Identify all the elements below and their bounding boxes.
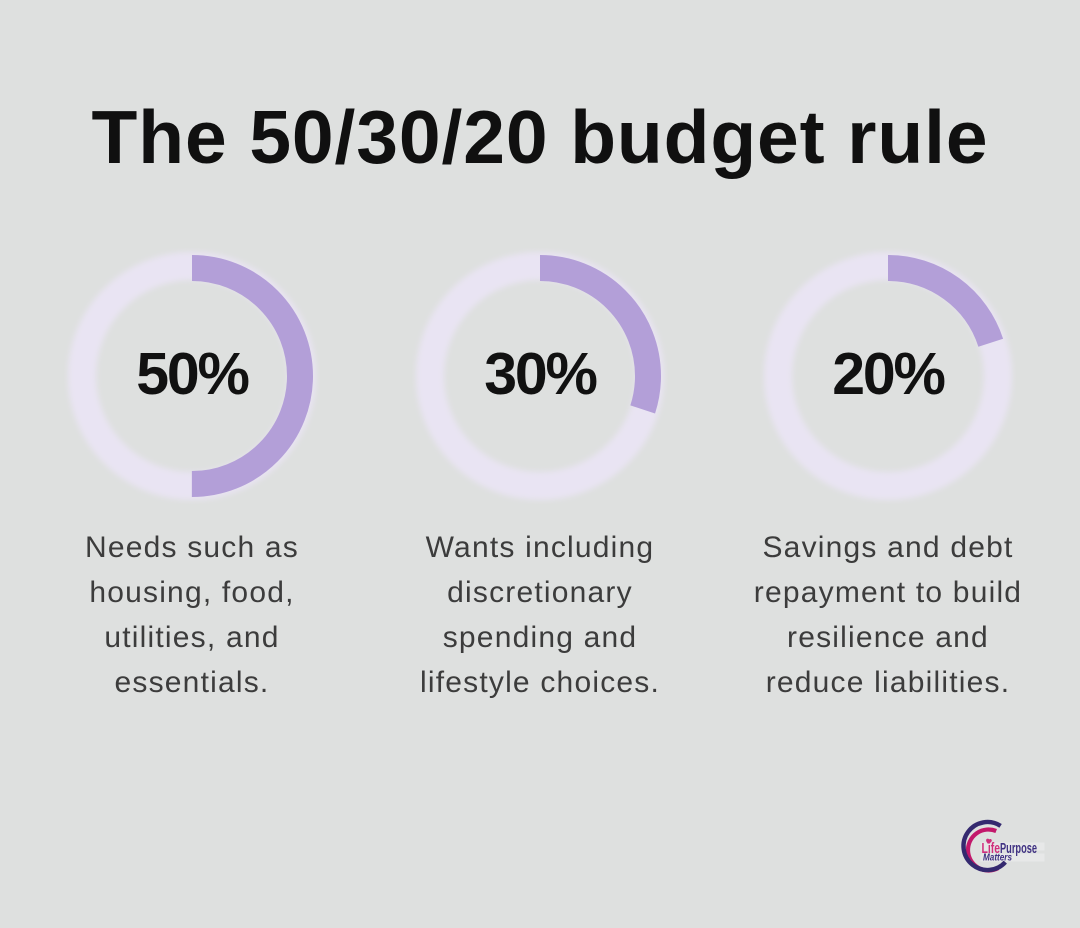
svg-text:Life: Life bbox=[982, 841, 1001, 857]
svg-text:Purpose: Purpose bbox=[1000, 841, 1037, 857]
svg-text:Matters: Matters bbox=[983, 853, 1012, 864]
